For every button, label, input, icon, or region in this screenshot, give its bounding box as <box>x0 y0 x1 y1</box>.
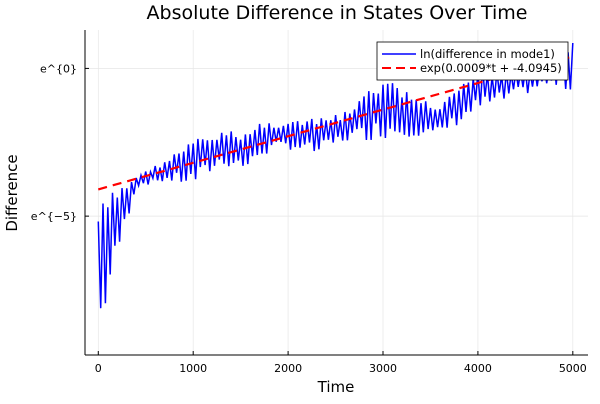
grid <box>85 30 588 355</box>
x-tick-label: 5000 <box>559 362 587 375</box>
x-tick-label: 2000 <box>274 362 302 375</box>
chart-title: Absolute Difference in States Over Time <box>147 2 528 24</box>
legend: ln(difference in mode1) exp(0.0009*t + -… <box>376 41 569 81</box>
y-tick-label: e^{0} <box>40 62 77 75</box>
x-tick-label: 0 <box>95 362 102 375</box>
y-tick-label: e^{−5} <box>31 210 77 223</box>
ticks: 0 1000 2000 3000 4000 5000 e^{0} e^{−5} <box>31 62 587 375</box>
x-tick-label: 4000 <box>464 362 492 375</box>
y-axis-label: Difference <box>3 154 21 231</box>
x-tick-label: 1000 <box>179 362 207 375</box>
legend-box <box>376 41 569 81</box>
legend-label-data: ln(difference in mode1) <box>420 47 555 61</box>
series-line-difference <box>97 42 574 309</box>
x-axis-label: Time <box>317 378 355 396</box>
legend-label-fit: exp(0.0009*t + -4.0945) <box>420 61 562 75</box>
plot-area <box>97 42 574 309</box>
x-tick-label: 3000 <box>369 362 397 375</box>
